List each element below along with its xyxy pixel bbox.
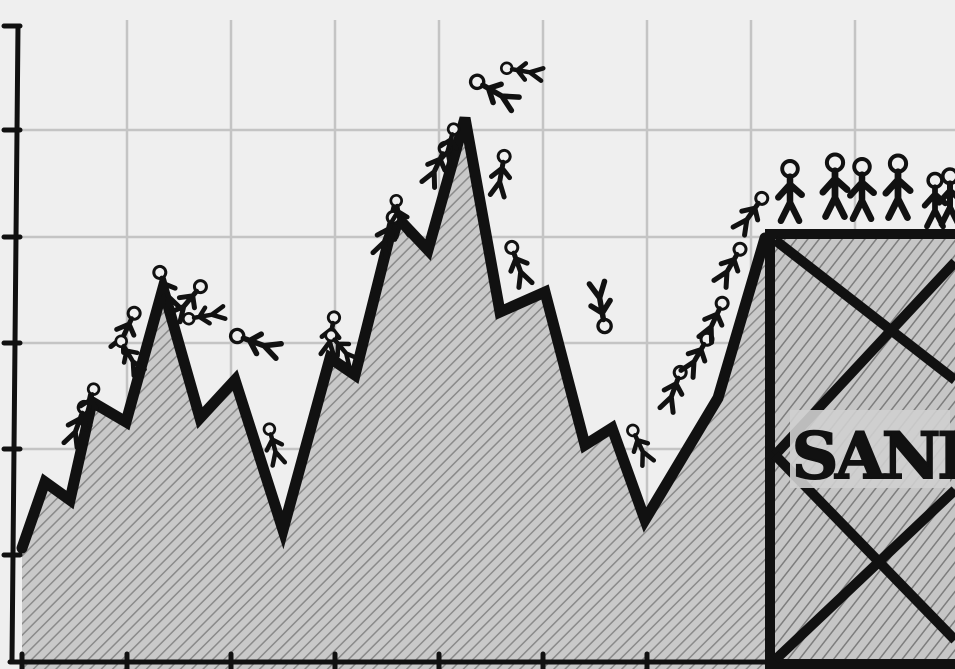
jagged-line bbox=[16, 116, 771, 554]
hatched-area bbox=[22, 118, 765, 669]
crate-label: SANE bbox=[792, 419, 955, 494]
left-axis bbox=[1, 23, 23, 663]
sane-crate: SANE bbox=[765, 229, 955, 669]
crowd-on-crate bbox=[778, 155, 955, 227]
